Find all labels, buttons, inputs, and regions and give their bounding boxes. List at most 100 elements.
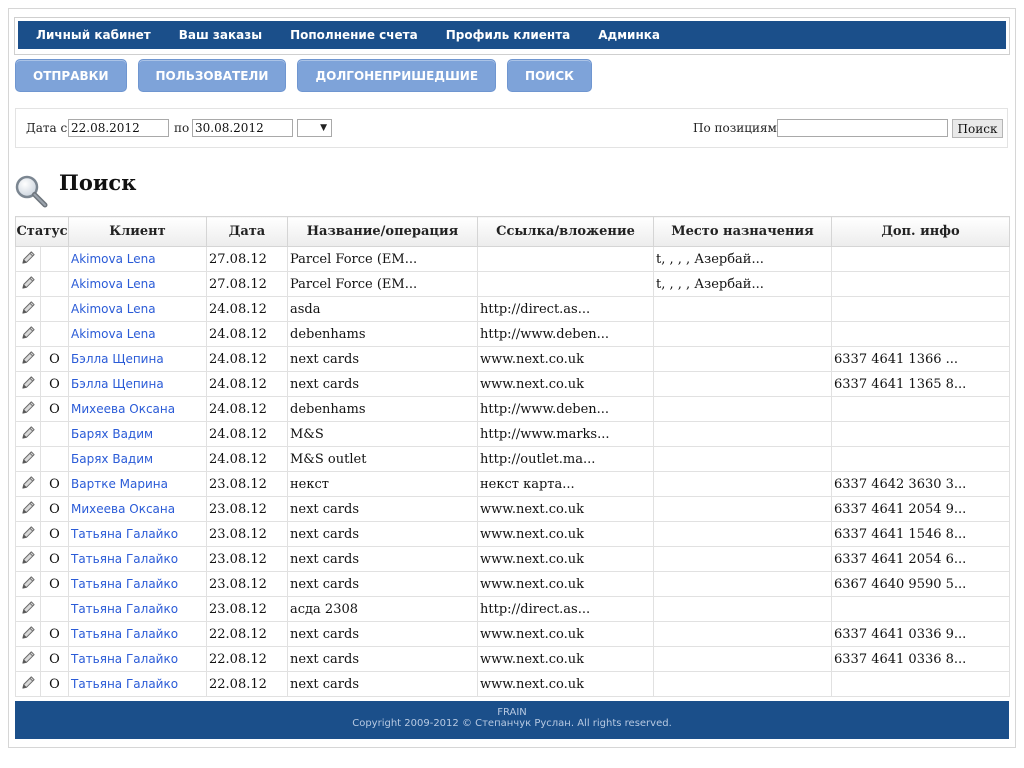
pencil-icon[interactable] xyxy=(21,450,36,469)
cell-edit xyxy=(15,646,41,672)
cell-client: Татьяна Галайко xyxy=(68,671,207,697)
column-header-extra-info[interactable]: Доп. инфо xyxy=(831,216,1010,247)
client-link[interactable]: Михеева Оксана xyxy=(71,401,176,416)
search-button[interactable]: Поиск xyxy=(952,119,1003,138)
cell-destination xyxy=(653,521,832,547)
cell-extra-info xyxy=(831,671,1010,697)
cell-status: О xyxy=(40,521,69,547)
cell-name: асда 2308 xyxy=(287,596,478,622)
cell-destination xyxy=(653,546,832,572)
table-row: О Татьяна Галайко 22.08.12 next cards www.ne… xyxy=(15,646,1010,672)
pencil-icon[interactable] xyxy=(21,300,36,319)
search-tab-button[interactable]: ПОИСК xyxy=(507,59,592,92)
cell-client: Татьяна Галайко xyxy=(68,571,207,597)
positions-input[interactable] xyxy=(777,119,948,137)
cell-edit xyxy=(15,621,41,647)
pencil-icon[interactable] xyxy=(21,600,36,619)
nav-personal-cabinet[interactable]: Личный кабинет xyxy=(36,28,151,42)
pencil-icon[interactable] xyxy=(21,650,36,669)
cell-destination xyxy=(653,496,832,522)
client-link[interactable]: Бэлла Щепина xyxy=(71,351,164,366)
column-header-name[interactable]: Название/операция xyxy=(287,216,478,247)
client-link[interactable]: Барях Вадим xyxy=(71,426,154,441)
magnifier-icon xyxy=(15,175,48,208)
column-header-link[interactable]: Ссылка/вложение xyxy=(477,216,654,247)
client-link[interactable]: Akimova Lena xyxy=(71,251,156,266)
search-results-table: Статус Клиент Дата Название/операция Ссы… xyxy=(15,216,1010,697)
client-link[interactable]: Вартке Марина xyxy=(71,476,168,491)
long-overdue-button[interactable]: ДОЛГОНЕПРИШЕДШИЕ xyxy=(297,59,497,92)
client-link[interactable]: Татьяна Галайко xyxy=(71,626,179,641)
column-header-destination[interactable]: Место назначения xyxy=(653,216,832,247)
table-row: О Михеева Оксана 24.08.12 debenhams http://w… xyxy=(15,396,1010,422)
pencil-icon[interactable] xyxy=(21,400,36,419)
client-link[interactable]: Михеева Оксана xyxy=(71,501,176,516)
client-link[interactable]: Татьяна Галайко xyxy=(71,676,179,691)
cell-edit xyxy=(15,546,41,572)
date-from-label: Дата с xyxy=(26,121,68,135)
cell-edit xyxy=(15,271,41,297)
column-header-status[interactable]: Статус xyxy=(15,216,69,247)
period-select[interactable]: ▼ xyxy=(297,119,332,137)
date-from-input[interactable] xyxy=(68,119,169,137)
client-link[interactable]: Татьяна Галайко xyxy=(71,551,179,566)
client-link[interactable]: Татьяна Галайко xyxy=(71,526,179,541)
cell-status: О xyxy=(40,646,69,672)
shipments-button[interactable]: ОТПРАВКИ xyxy=(15,59,127,92)
cell-name: Parcel Force (EM... xyxy=(287,246,478,272)
client-link[interactable]: Akimova Lena xyxy=(71,326,156,341)
cell-client: Akimova Lena xyxy=(68,246,207,272)
client-link[interactable]: Барях Вадим xyxy=(71,451,154,466)
pencil-icon[interactable] xyxy=(21,575,36,594)
footer-copyright: Copyright 2009-2012 © Степанчук Руслан. … xyxy=(352,718,672,729)
client-link[interactable]: Бэлла Щепина xyxy=(71,376,164,391)
client-link[interactable]: Татьяна Галайко xyxy=(71,576,179,591)
pencil-icon[interactable] xyxy=(21,625,36,644)
client-link[interactable]: Akimova Lena xyxy=(71,301,156,316)
pencil-icon[interactable] xyxy=(21,500,36,519)
nav-client-profile[interactable]: Профиль клиента xyxy=(445,28,571,42)
cell-status: О xyxy=(40,496,69,522)
client-link[interactable]: Akimova Lena xyxy=(71,276,156,291)
cell-destination xyxy=(653,421,832,447)
pencil-icon[interactable] xyxy=(21,525,36,544)
client-link[interactable]: Татьяна Галайко xyxy=(71,651,179,666)
cell-name: M&S xyxy=(287,421,478,447)
cell-edit xyxy=(15,671,41,697)
pencil-icon[interactable] xyxy=(21,325,36,344)
cell-edit xyxy=(15,596,41,622)
pencil-icon[interactable] xyxy=(21,550,36,569)
users-button[interactable]: ПОЛЬЗОВАТЕЛИ xyxy=(137,59,287,92)
table-row: О Татьяна Галайко 22.08.12 next cards www.ne… xyxy=(15,671,1010,697)
date-to-input[interactable] xyxy=(192,119,293,137)
cell-status: О xyxy=(40,346,69,372)
cell-edit xyxy=(15,371,41,397)
nav-admin[interactable]: Админка xyxy=(598,28,660,42)
nav-top-up-account[interactable]: Пополнение счета xyxy=(290,28,418,42)
cell-extra-info xyxy=(831,446,1010,472)
pencil-icon[interactable] xyxy=(21,675,36,694)
cell-date: 22.08.12 xyxy=(206,621,288,647)
cell-link: www.next.co.uk xyxy=(477,496,654,522)
pencil-icon[interactable] xyxy=(21,425,36,444)
cell-destination xyxy=(653,571,832,597)
pencil-icon[interactable] xyxy=(21,375,36,394)
cell-destination xyxy=(653,671,832,697)
client-link[interactable]: Татьяна Галайко xyxy=(71,601,179,616)
pencil-icon[interactable] xyxy=(21,250,36,269)
cell-date: 24.08.12 xyxy=(206,371,288,397)
pencil-icon[interactable] xyxy=(21,350,36,369)
cell-name: asda xyxy=(287,296,478,322)
column-header-date[interactable]: Дата xyxy=(206,216,288,247)
cell-date: 22.08.12 xyxy=(206,671,288,697)
pencil-icon[interactable] xyxy=(21,475,36,494)
chevron-down-icon: ▼ xyxy=(320,123,327,133)
cell-extra-info xyxy=(831,596,1010,622)
pencil-icon[interactable] xyxy=(21,275,36,294)
cell-edit xyxy=(15,446,41,472)
cell-link: некст карта... xyxy=(477,471,654,497)
column-header-client[interactable]: Клиент xyxy=(68,216,207,247)
cell-link: http://direct.as... xyxy=(477,296,654,322)
nav-your-orders[interactable]: Ваш заказы xyxy=(178,28,263,42)
table-row: О Татьяна Галайко 23.08.12 next cards www.ne… xyxy=(15,571,1010,597)
